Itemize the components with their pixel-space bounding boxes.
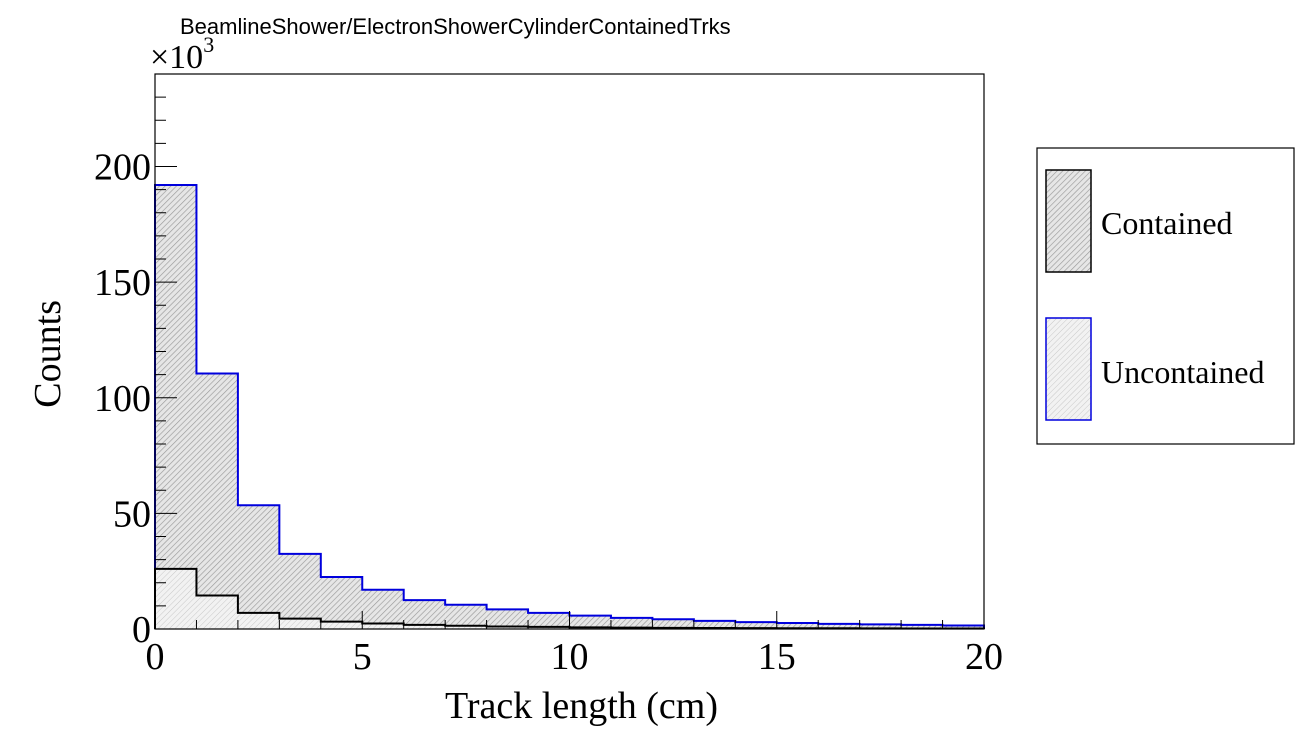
- chart-title: BeamlineShower/ElectronShowerCylinderCon…: [180, 14, 731, 39]
- x-tick-label-0: 0: [146, 636, 165, 678]
- y-multiplier-base: ×10: [150, 39, 203, 76]
- y-tick-label-50: 50: [113, 493, 151, 535]
- uncontained-bin-18: [901, 624, 943, 629]
- uncontained-bin-10: [569, 615, 611, 629]
- y-tick-label-150: 150: [94, 262, 151, 304]
- uncontained-bin-9: [528, 612, 570, 629]
- uncontained-bin-16: [818, 623, 860, 629]
- contained-bin-8: [486, 626, 529, 629]
- legend-swatch-contained: [1045, 169, 1092, 273]
- x-axis: 0 5 10 15 20: [146, 611, 1003, 678]
- uncontained-series: [154, 184, 985, 629]
- uncontained-bin-13: [693, 620, 736, 629]
- contained-bin-9: [528, 626, 570, 629]
- x-tick-label-15: 15: [758, 636, 796, 678]
- y-tick-label-100: 100: [94, 378, 151, 420]
- uncontained-bin-3: [279, 553, 321, 629]
- contained-bin-5: [362, 623, 404, 629]
- y-multiplier: ×103: [150, 32, 214, 76]
- y-axis-label: Counts: [27, 300, 69, 408]
- legend: Contained Uncontained: [1036, 147, 1295, 445]
- legend-label-uncontained: Uncontained: [1101, 354, 1265, 390]
- y-axis: 0 50 100 150 200: [94, 73, 177, 651]
- y-tick-label-0: 0: [132, 609, 151, 651]
- x-axis-label: Track length (cm): [445, 685, 718, 727]
- x-tick-label-10: 10: [551, 636, 589, 678]
- x-tick-label-5: 5: [353, 636, 372, 678]
- uncontained-bin-11: [610, 617, 653, 629]
- y-multiplier-exponent: 3: [203, 32, 214, 57]
- uncontained-bin-17: [859, 624, 902, 629]
- uncontained-bin-4: [320, 576, 363, 629]
- contained-bin-1: [196, 595, 238, 629]
- legend-label-contained: Contained: [1101, 205, 1233, 241]
- y-tick-label-200: 200: [94, 147, 151, 189]
- uncontained-bin-8: [486, 609, 529, 629]
- uncontained-bin-19: [942, 625, 984, 629]
- x-tick-label-20: 20: [965, 636, 1003, 678]
- uncontained-bin-1: [196, 373, 238, 629]
- legend-swatch-uncontained: [1045, 317, 1092, 421]
- uncontained-bin-0: [155, 185, 197, 629]
- uncontained-bin-2: [237, 505, 280, 629]
- contained-bin-4: [320, 621, 363, 629]
- contained-bin-2: [237, 612, 280, 629]
- contained-bin-7: [445, 625, 487, 629]
- uncontained-bin-5: [362, 589, 404, 629]
- contained-bin-6: [403, 624, 446, 629]
- uncontained-bin-12: [652, 619, 694, 629]
- contained-bin-3: [279, 618, 321, 629]
- uncontained-bin-14: [735, 622, 777, 629]
- uncontained-bin-15: [776, 622, 819, 629]
- contained-bin-0: [155, 568, 197, 629]
